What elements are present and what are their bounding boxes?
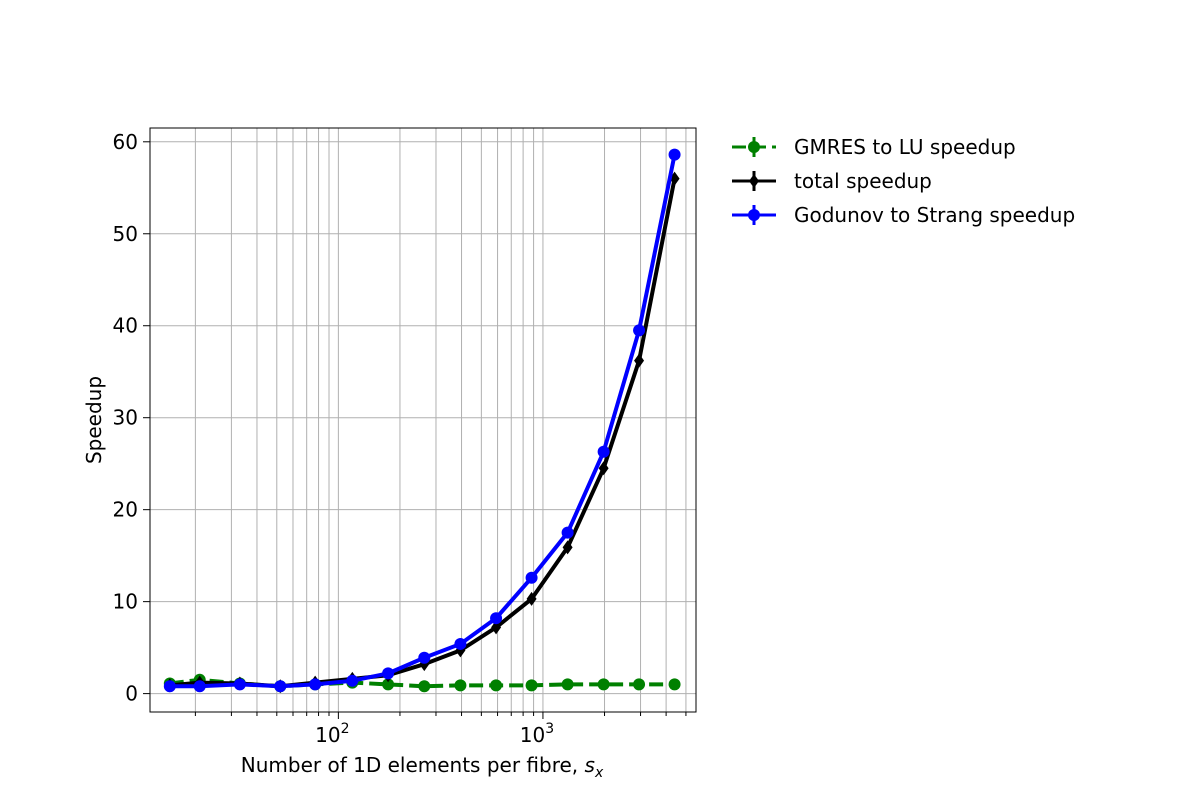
- x-axis-label-subscript: x: [594, 765, 604, 781]
- data-point-1: [562, 540, 573, 555]
- data-point-2: [274, 680, 287, 693]
- legend-item-total: total speedup: [732, 169, 932, 193]
- series-lines: [163, 148, 681, 694]
- x-tick-label: 103: [520, 721, 554, 747]
- data-point-2: [163, 680, 176, 693]
- data-point-0: [633, 678, 646, 691]
- legend-label-godunov: Godunov to Strang speedup: [794, 203, 1075, 227]
- data-point-2: [233, 678, 246, 691]
- data-point-0: [668, 678, 681, 691]
- data-point-2: [382, 667, 395, 680]
- data-point-0: [561, 678, 574, 691]
- legend-item-godunov: Godunov to Strang speedup: [732, 203, 1075, 227]
- data-point-2: [525, 571, 538, 584]
- data-point-0: [525, 679, 538, 692]
- series-line-2: [169, 154, 677, 689]
- data-point-1: [598, 461, 609, 476]
- legend-marker-godunov: [748, 209, 760, 221]
- axis-ticks: 0 10 20 30 40 50 60 102 103: [113, 130, 687, 747]
- y-tick-label: 10: [113, 590, 138, 614]
- legend-marker-gmres: [748, 141, 760, 153]
- data-point-2: [633, 324, 646, 337]
- x-axis-label-symbol: s: [585, 753, 595, 777]
- y-axis-label: Speedup: [82, 376, 106, 464]
- data-point-2: [597, 445, 610, 458]
- y-tick-label: 50: [113, 222, 138, 246]
- plot-frame: [149, 127, 697, 713]
- data-point-2: [668, 148, 681, 161]
- y-tick-label: 30: [113, 406, 138, 430]
- data-point-2: [490, 612, 503, 625]
- data-point-2: [454, 637, 467, 650]
- data-point-0: [454, 679, 467, 692]
- data-point-0: [597, 678, 610, 691]
- legend-marker-total: [749, 174, 759, 188]
- series-line-1: [169, 178, 677, 689]
- data-point-1: [491, 620, 502, 635]
- legend-label-gmres: GMRES to LU speedup: [794, 135, 1016, 159]
- y-tick-label: 0: [125, 682, 138, 706]
- y-tick-label: 60: [113, 130, 138, 154]
- data-point-2: [309, 678, 322, 691]
- x-axis-label: Number of 1D elements per fibre, sx: [241, 753, 604, 781]
- data-point-0: [490, 679, 503, 692]
- y-tick-label: 20: [113, 498, 138, 522]
- data-point-2: [561, 526, 574, 539]
- legend-label-total: total speedup: [794, 169, 932, 193]
- legend: GMRES to LU speedup total speedup Goduno…: [732, 135, 1075, 227]
- data-point-2: [418, 651, 431, 664]
- legend-item-gmres: GMRES to LU speedup: [732, 135, 1016, 159]
- data-point-0: [382, 678, 395, 691]
- x-tick-label: 102: [315, 721, 349, 747]
- data-point-0: [418, 680, 431, 693]
- y-tick-label: 40: [113, 314, 138, 338]
- data-point-1: [526, 591, 537, 606]
- data-point-2: [193, 680, 206, 693]
- data-point-1: [634, 353, 645, 368]
- data-point-2: [346, 674, 359, 687]
